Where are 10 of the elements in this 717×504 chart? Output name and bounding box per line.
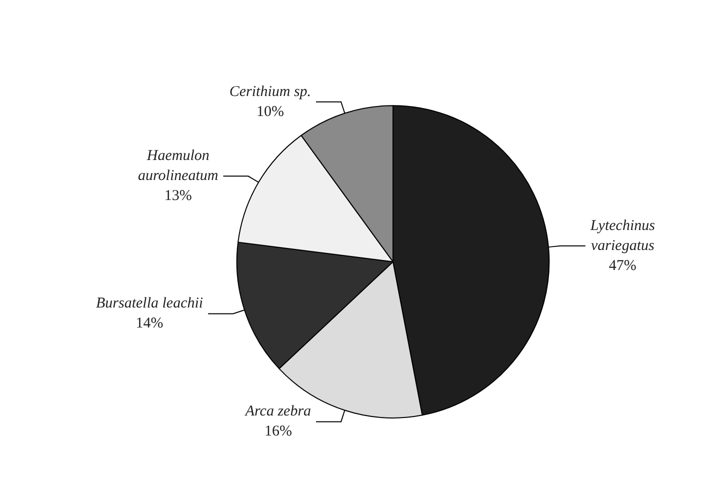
data-label: 10% [256,104,284,120]
data-label: 47% [608,258,636,274]
slice-label: Arca zebra [244,404,312,420]
data-label: 13% [164,188,192,204]
slice-label: Cerithium sp. [229,84,312,100]
data-label: 14% [136,316,164,332]
slice-label: Lytechinus variegatus [589,218,656,254]
slice-label: Haemulon aurolineatum [138,148,218,184]
data-label: 16% [264,424,292,440]
slice-label: Bursatella leachii [96,296,204,312]
